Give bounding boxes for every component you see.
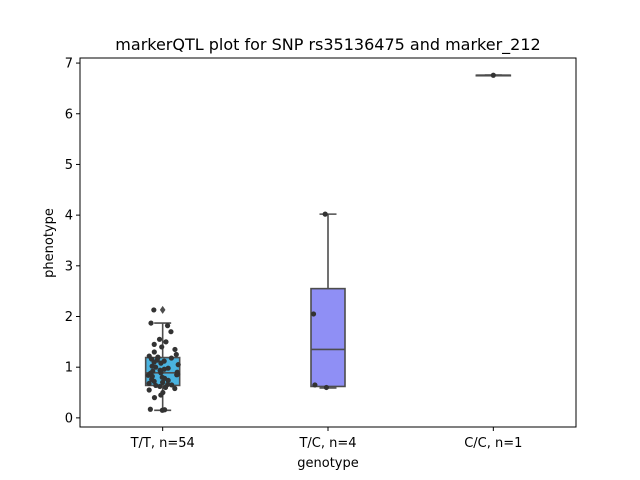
data-point	[161, 358, 167, 364]
data-point	[173, 351, 179, 358]
box	[310, 287, 346, 388]
data-point	[312, 382, 318, 388]
data-point	[174, 369, 180, 375]
plot-area: 0 1 2 3 4 5 6 7 T/T, n=54 T/C, n=4 C/C, n=1	[65, 57, 523, 451]
data-point	[162, 407, 168, 413]
y-tick-label: 0	[65, 411, 73, 426]
data-point	[151, 341, 157, 347]
data-point	[169, 382, 175, 388]
data-point	[157, 367, 163, 373]
data-point	[172, 385, 178, 392]
data-point	[157, 383, 163, 390]
x-tick-label: T/T, n=54	[130, 436, 195, 451]
y-tick-label: 7	[65, 57, 73, 72]
data-point	[172, 346, 178, 353]
y-tick-label: 3	[65, 259, 73, 274]
data-point	[155, 354, 161, 360]
data-point	[175, 362, 181, 368]
y-tick-label: 6	[65, 107, 73, 122]
data-point	[159, 344, 165, 350]
x-tick-label: C/C, n=1	[464, 436, 522, 451]
data-point	[146, 380, 152, 387]
data-point	[163, 339, 169, 345]
chart-title: markerQTL plot for SNP rs35136475 and ma…	[115, 35, 540, 55]
outlier-marker	[159, 305, 166, 314]
data-point	[161, 366, 167, 372]
data-point	[165, 381, 171, 388]
data-point	[146, 387, 152, 393]
data-point	[160, 379, 166, 385]
data-point	[164, 323, 171, 329]
data-point	[322, 211, 328, 217]
y-axis-label: phenotype	[42, 208, 57, 278]
x-axis-label: genotype	[297, 456, 358, 471]
data-point	[168, 355, 174, 361]
data-point	[310, 311, 317, 317]
data-point	[160, 389, 166, 396]
x-tick-label: T/C, n=4	[298, 436, 356, 451]
data-point	[151, 395, 158, 401]
data-point	[159, 374, 165, 380]
data-point	[153, 382, 159, 389]
y-tick-label: 1	[65, 361, 73, 376]
data-point	[150, 368, 156, 374]
data-point	[146, 353, 152, 359]
y-tick-label: 4	[65, 209, 73, 224]
data-point	[168, 329, 174, 335]
data-point	[156, 336, 163, 342]
data-point	[323, 384, 330, 391]
plot-frame	[79, 57, 577, 428]
data-point	[151, 349, 157, 355]
y-tick-label: 5	[65, 158, 73, 173]
data-point	[149, 363, 155, 369]
data-point	[147, 406, 153, 412]
y-tick-label: 2	[65, 310, 73, 325]
data-point	[148, 320, 154, 326]
data-point	[151, 307, 157, 313]
data-point	[490, 72, 496, 78]
data-point	[165, 365, 171, 371]
